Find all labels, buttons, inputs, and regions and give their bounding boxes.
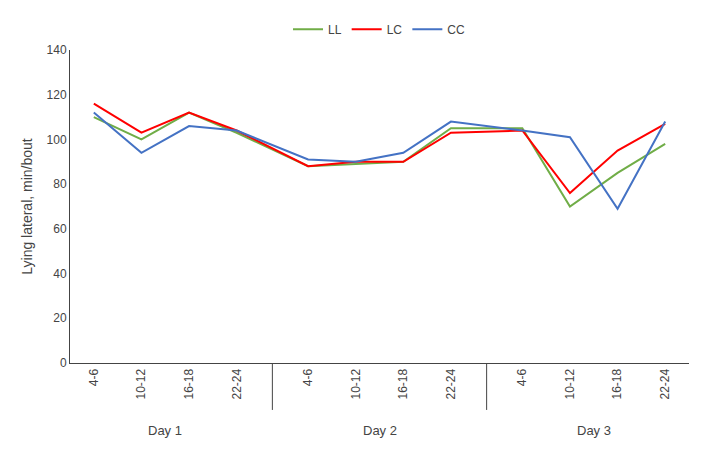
- svg-text:40: 40: [53, 267, 67, 281]
- svg-text:120: 120: [47, 88, 67, 102]
- svg-text:Day 3: Day 3: [577, 423, 611, 438]
- svg-text:22-24: 22-24: [444, 368, 458, 399]
- svg-text:100: 100: [47, 133, 67, 147]
- svg-text:0: 0: [60, 356, 67, 370]
- svg-text:10-12: 10-12: [349, 368, 363, 399]
- svg-text:140: 140: [47, 43, 67, 57]
- svg-text:LL: LL: [328, 23, 342, 37]
- svg-text:Lying lateral, min/bout: Lying lateral, min/bout: [19, 138, 35, 275]
- svg-text:4-6: 4-6: [87, 368, 101, 386]
- svg-text:Day 1: Day 1: [148, 423, 182, 438]
- svg-text:LC: LC: [387, 23, 403, 37]
- svg-text:16-18: 16-18: [610, 368, 624, 399]
- svg-text:22-24: 22-24: [658, 368, 672, 399]
- svg-text:4-6: 4-6: [515, 368, 529, 386]
- svg-text:16-18: 16-18: [396, 368, 410, 399]
- svg-text:16-18: 16-18: [182, 368, 196, 399]
- svg-text:22-24: 22-24: [230, 368, 244, 399]
- svg-text:4-6: 4-6: [301, 368, 315, 386]
- svg-text:20: 20: [53, 311, 67, 325]
- svg-text:80: 80: [53, 177, 67, 191]
- svg-text:Day 2: Day 2: [363, 423, 397, 438]
- svg-text:10-12: 10-12: [563, 368, 577, 399]
- svg-text:10-12: 10-12: [134, 368, 148, 399]
- svg-text:CC: CC: [447, 23, 465, 37]
- svg-text:60: 60: [53, 222, 67, 236]
